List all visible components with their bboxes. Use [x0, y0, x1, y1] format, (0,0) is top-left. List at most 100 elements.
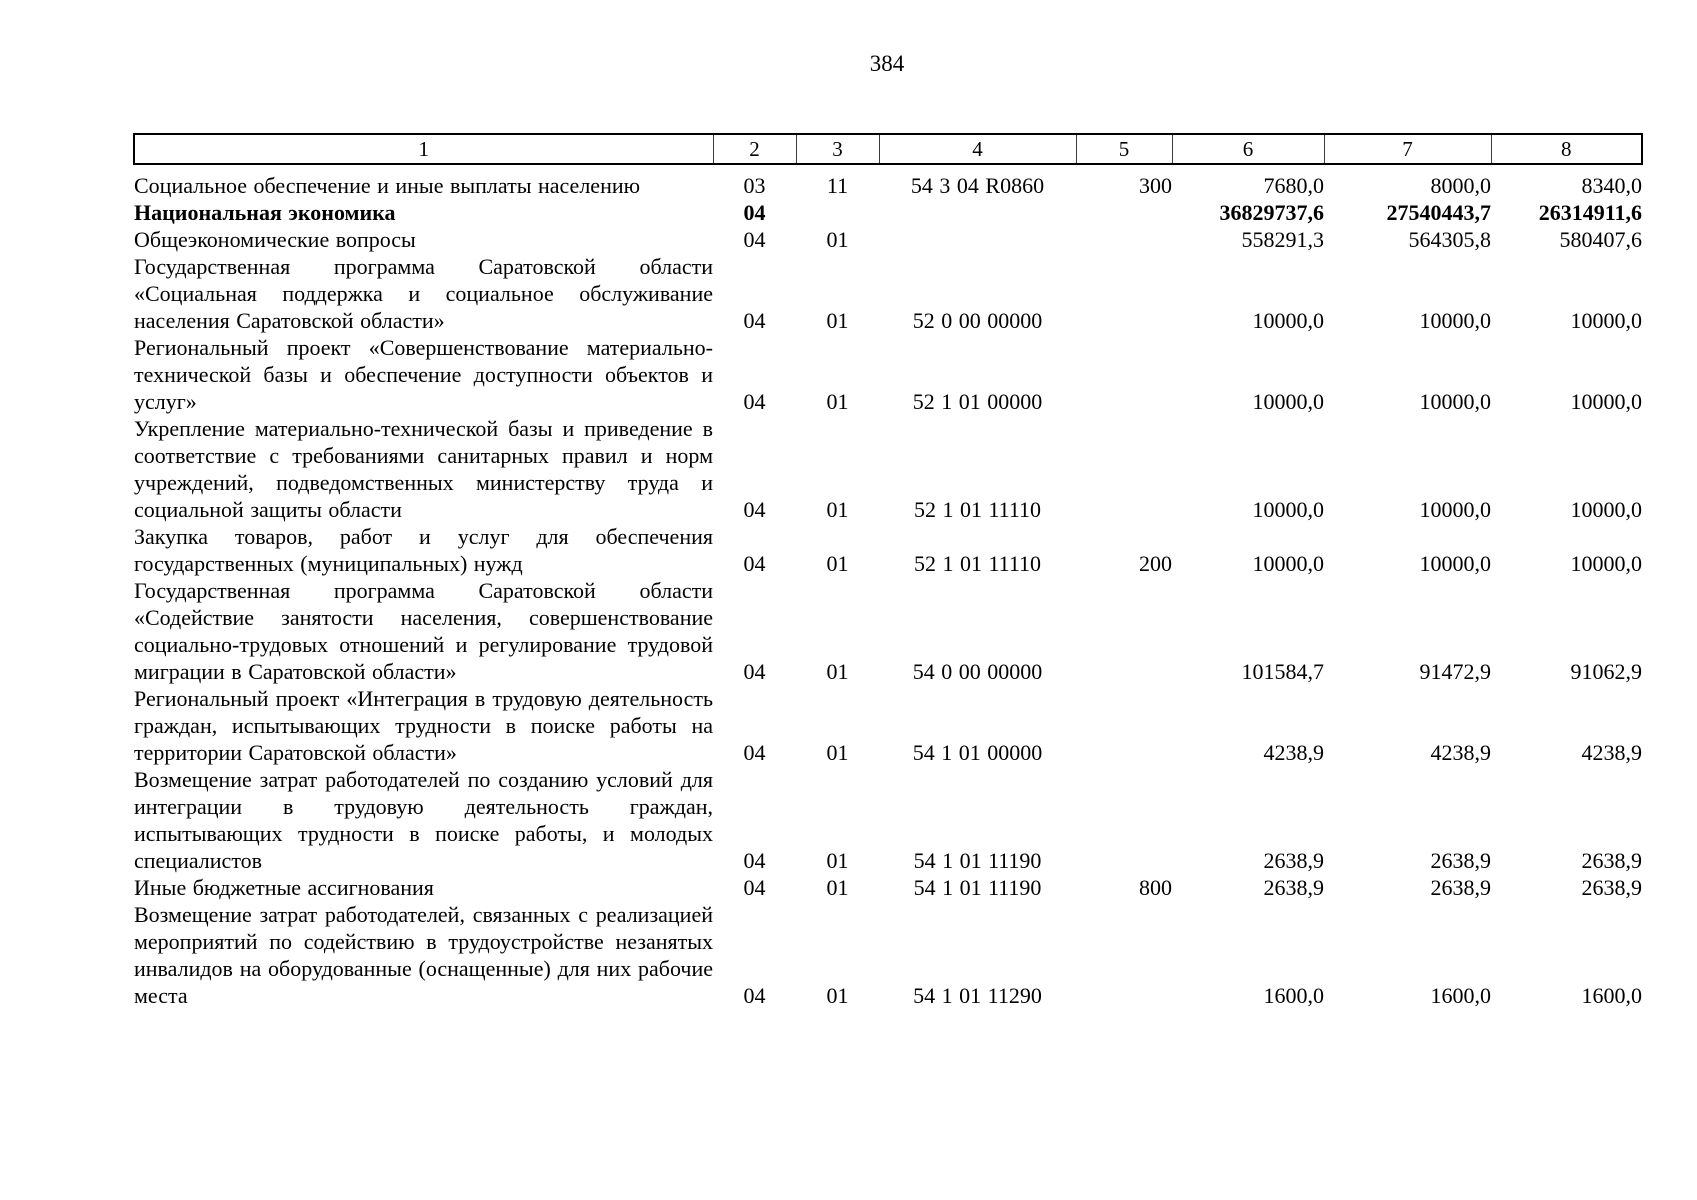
- cell-amount-year3: 2638,9: [1581, 848, 1643, 873]
- cell-section-code: 04: [743, 875, 766, 900]
- header-col-5: 5: [1075, 133, 1173, 165]
- cell-amount-year3: 10000,0: [1570, 497, 1643, 522]
- cell-amount-year3: 10000,0: [1570, 308, 1643, 333]
- cell-name: Иные бюджетные ассигнования: [134, 875, 434, 900]
- cell-amount-year1: 1600,0: [1263, 983, 1325, 1008]
- table-row: Укрепление материально-технической базы …: [134, 415, 1642, 523]
- header-col-3: 3: [795, 133, 880, 165]
- cell-section-code: 04: [743, 740, 766, 765]
- header-col-2: 2: [712, 133, 797, 165]
- cell-amount-year2: 27540443,7: [1386, 200, 1492, 225]
- cell-section-code: 04: [743, 227, 766, 252]
- cell-amount-year2: 4238,9: [1430, 740, 1492, 765]
- cell-section-code: 04: [743, 848, 766, 873]
- cell-subsection-code: 01: [826, 659, 849, 684]
- cell-name: Региональный проект «Совершенствование м…: [134, 335, 713, 414]
- cell-section-code: 04: [743, 983, 766, 1008]
- cell-name: Социальное обеспечение и иные выплаты на…: [134, 173, 641, 198]
- cell-subsection-code: 01: [826, 227, 849, 252]
- cell-section-code: 04: [743, 200, 766, 225]
- cell-expense-type-code: [1076, 685, 1172, 766]
- cell-name: Государственная программа Саратовской об…: [134, 578, 713, 684]
- table-row: Возмещение затрат работодателей по созда…: [134, 766, 1642, 874]
- cell-amount-year1: 558291,3: [1241, 227, 1325, 252]
- cell-target-article-code: 52 0 00 00000: [912, 308, 1043, 333]
- cell-target-article-code: 52 1 01 11110: [913, 497, 1042, 522]
- cell-section-code: 04: [743, 389, 766, 414]
- cell-section-code: 04: [743, 308, 766, 333]
- cell-name: Региональный проект «Интеграция в трудов…: [134, 686, 713, 765]
- cell-subsection-code: 01: [826, 983, 849, 1008]
- cell-amount-year2: 91472,9: [1419, 659, 1492, 684]
- cell-subsection-code: [796, 199, 879, 226]
- cell-expense-type-code: [1076, 253, 1172, 334]
- cell-target-article-code: 54 0 00 00000: [912, 659, 1043, 684]
- cell-amount-year2: 1600,0: [1430, 983, 1492, 1008]
- cell-name: Национальная экономика: [134, 200, 396, 225]
- table-row: Национальная экономика 04 36829737,6 275404…: [134, 199, 1642, 226]
- cell-expense-type-code: [1076, 199, 1172, 226]
- cell-subsection-code: 01: [826, 497, 849, 522]
- cell-subsection-code: 01: [826, 848, 849, 873]
- cell-amount-year2: 10000,0: [1419, 389, 1492, 414]
- cell-target-article-code: [879, 226, 1076, 253]
- cell-name: Возмещение затрат работодателей, связанн…: [134, 902, 713, 1008]
- cell-subsection-code: 11: [826, 173, 849, 198]
- cell-expense-type-code: 200: [1139, 551, 1172, 576]
- cell-amount-year3: 8340,0: [1581, 173, 1643, 198]
- cell-amount-year2: 564305,8: [1408, 227, 1492, 252]
- cell-section-code: 04: [743, 497, 766, 522]
- cell-target-article-code: 52 1 01 00000: [912, 389, 1043, 414]
- cell-name: Государственная программа Саратовской об…: [134, 254, 713, 333]
- cell-expense-type-code: [1076, 226, 1172, 253]
- cell-expense-type-code: [1076, 901, 1172, 1009]
- cell-amount-year1: 4238,9: [1263, 740, 1325, 765]
- cell-amount-year1: 10000,0: [1252, 497, 1325, 522]
- cell-amount-year1: 2638,9: [1263, 875, 1325, 900]
- cell-amount-year2: 10000,0: [1419, 308, 1492, 333]
- cell-target-article-code: 52 1 01 11110: [913, 551, 1042, 576]
- table-row: Общеэкономические вопросы 04 01 558291,3 564…: [134, 226, 1642, 253]
- table-row: Государственная программа Саратовской об…: [134, 577, 1642, 685]
- table-row: Закупка товаров, работ и услуг для обесп…: [134, 523, 1642, 577]
- cell-target-article-code: 54 1 01 11190: [913, 875, 1042, 900]
- cell-amount-year3: 26314911,6: [1538, 200, 1642, 225]
- cell-amount-year3: 2638,9: [1581, 875, 1643, 900]
- cell-name: Укрепление материально-технической базы …: [134, 416, 713, 522]
- table-row: Государственная программа Саратовской об…: [134, 253, 1642, 334]
- cell-amount-year1: 10000,0: [1252, 308, 1325, 333]
- cell-section-code: 04: [743, 659, 766, 684]
- header-col-7: 7: [1323, 133, 1492, 165]
- cell-amount-year3: 10000,0: [1570, 389, 1643, 414]
- cell-amount-year1: 2638,9: [1263, 848, 1325, 873]
- cell-amount-year2: 8000,0: [1430, 173, 1492, 198]
- table-row: Возмещение затрат работодателей, связанн…: [134, 901, 1642, 1009]
- cell-target-article-code: [879, 199, 1076, 226]
- cell-target-article-code: 54 1 01 00000: [912, 740, 1043, 765]
- cell-expense-type-code: [1076, 415, 1172, 523]
- cell-target-article-code: 54 1 01 11290: [913, 983, 1042, 1008]
- cell-expense-type-code: [1076, 334, 1172, 415]
- cell-expense-type-code: [1076, 766, 1172, 874]
- header-col-8: 8: [1490, 133, 1643, 165]
- cell-subsection-code: 01: [826, 875, 849, 900]
- cell-name: Закупка товаров, работ и услуг для обесп…: [134, 524, 713, 576]
- cell-amount-year2: 2638,9: [1430, 848, 1492, 873]
- cell-expense-type-code: 300: [1139, 173, 1172, 198]
- cell-amount-year3: 10000,0: [1570, 551, 1643, 576]
- budget-table: 1 2 3 4 5 6 7 8 Социальное обеспечение и…: [133, 133, 1643, 1009]
- cell-amount-year3: 1600,0: [1581, 983, 1643, 1008]
- cell-section-code: 03: [743, 173, 766, 198]
- cell-subsection-code: 01: [826, 389, 849, 414]
- cell-amount-year2: 2638,9: [1430, 875, 1492, 900]
- cell-amount-year3: 580407,6: [1559, 227, 1643, 252]
- table-row: Иные бюджетные ассигнования 04 01 54 1 01 1…: [134, 874, 1642, 901]
- header-col-4: 4: [878, 133, 1077, 165]
- cell-amount-year3: 91062,9: [1570, 659, 1643, 684]
- table-body: Социальное обеспечение и иные выплаты на…: [134, 164, 1642, 1009]
- cell-amount-year1: 7680,0: [1263, 173, 1325, 198]
- cell-amount-year1: 101584,7: [1241, 659, 1325, 684]
- cell-amount-year1: 36829737,6: [1219, 200, 1325, 225]
- cell-section-code: 04: [743, 551, 766, 576]
